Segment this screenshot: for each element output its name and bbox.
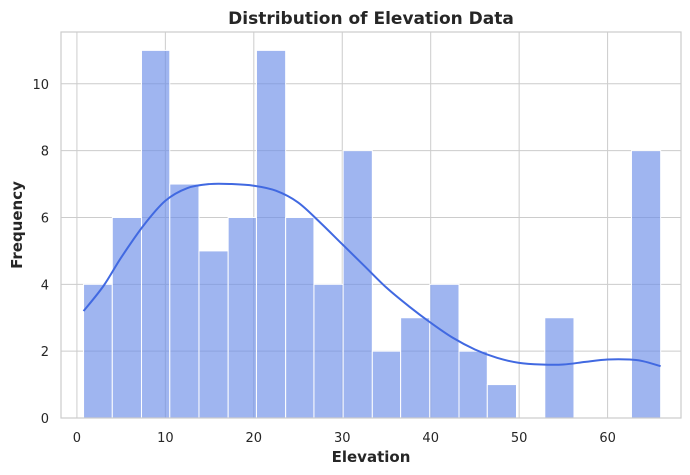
histogram-bar bbox=[400, 317, 431, 419]
histogram-bar bbox=[371, 350, 402, 419]
x-tick-labels: 0 10 20 30 40 50 60 bbox=[73, 431, 616, 446]
y-tick-label: 2 bbox=[41, 345, 49, 360]
y-tick-label: 10 bbox=[32, 78, 49, 93]
x-tick-label: 40 bbox=[422, 431, 439, 446]
histogram-bar bbox=[227, 216, 257, 419]
x-tick-label: 50 bbox=[511, 431, 528, 446]
y-tick-label: 4 bbox=[41, 278, 49, 293]
x-axis-label: Elevation bbox=[332, 448, 411, 466]
x-tick-label: 30 bbox=[334, 431, 351, 446]
histogram-bar bbox=[140, 49, 171, 419]
y-tick-label: 0 bbox=[41, 412, 49, 427]
histogram-bar bbox=[630, 150, 662, 419]
histogram-bar bbox=[255, 49, 287, 419]
histogram-bar bbox=[342, 150, 373, 419]
y-tick-label: 6 bbox=[41, 211, 49, 226]
histogram-bar bbox=[486, 384, 517, 419]
histogram-bar bbox=[169, 183, 200, 419]
histogram-bar bbox=[544, 317, 575, 419]
x-tick-label: 20 bbox=[246, 431, 263, 446]
y-tick-label: 8 bbox=[41, 145, 49, 160]
histogram-bar bbox=[429, 283, 460, 419]
chart-title: Distribution of Elevation Data bbox=[228, 9, 514, 29]
y-tick-labels: 0 2 4 6 8 10 bbox=[32, 78, 49, 427]
kde-curve-group bbox=[82, 182, 661, 368]
histogram-bar bbox=[285, 216, 315, 419]
histogram-bars bbox=[83, 49, 662, 419]
kde-line bbox=[82, 182, 661, 368]
histogram-bar bbox=[458, 350, 488, 419]
x-tick-label: 0 bbox=[73, 431, 81, 446]
axes-frame bbox=[60, 31, 682, 419]
x-tick-label: 60 bbox=[599, 431, 616, 446]
x-tick-label: 10 bbox=[157, 431, 174, 446]
histogram-bar bbox=[198, 250, 229, 419]
y-axis-label: Frequency bbox=[8, 181, 26, 269]
histogram-bar bbox=[313, 283, 344, 419]
